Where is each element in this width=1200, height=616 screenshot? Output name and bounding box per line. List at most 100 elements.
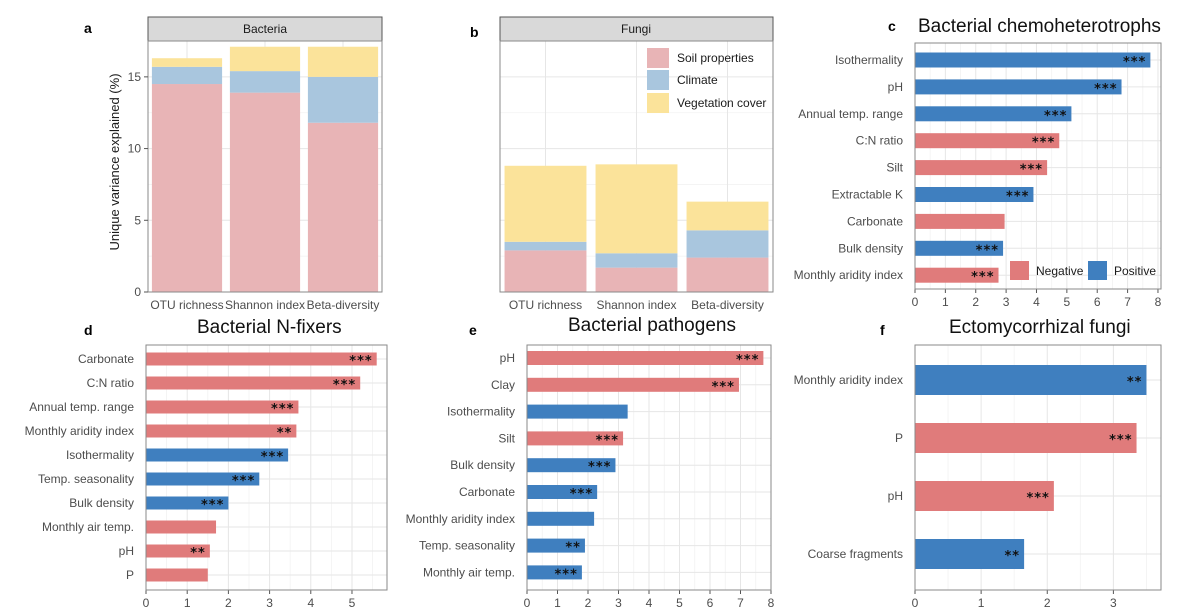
bar-c-n-ratio <box>915 133 1060 149</box>
significance-label-silt: *** <box>1020 163 1043 178</box>
y-tick-label-ph: pH <box>888 489 903 503</box>
legend-label-negative: Negative <box>1036 264 1084 278</box>
bar-c-n-ratio <box>146 376 361 390</box>
y-tick-label-monthly-aridity-index: Monthly aridity index <box>406 512 515 526</box>
panel-letter-e: e <box>469 322 477 338</box>
x-tick-label: 2 <box>972 295 979 309</box>
panel-letter-f: f <box>880 322 885 338</box>
x-tick-label: 1 <box>978 596 985 610</box>
y-tick-label-isothermality: Isothermality <box>835 53 903 67</box>
bar-otu-richness-soil <box>151 84 223 293</box>
significance-label-annual-temp-range: *** <box>271 402 294 417</box>
y-tick-label: 10 <box>128 142 142 156</box>
bar-coarse-fragments <box>915 539 1025 569</box>
bar-silt <box>915 160 1048 176</box>
y-tick-label: 0 <box>134 285 141 299</box>
legend-label-soil: Soil properties <box>677 51 754 65</box>
bar-monthly-aridity-index <box>915 365 1147 395</box>
y-tick-label-bulk-density: Bulk density <box>838 241 903 255</box>
y-tick-label: 5 <box>134 213 141 227</box>
panel-f-ectomycorrhizal: f Ectomycorrhizal fungi 0 1 2 3 Monthly arid… <box>794 317 1162 610</box>
bar-shannon-index-vegetation <box>229 46 301 72</box>
bar-shannon-index-soil <box>229 92 301 293</box>
y-tick-label-bulk-density: Bulk density <box>69 496 134 510</box>
y-tick-label-annual-temp-range: Annual temp. range <box>29 400 134 414</box>
y-tick-label-p: P <box>895 431 903 445</box>
y-tick-label-carbonate: Carbonate <box>78 352 134 366</box>
bar-temp-seasonality <box>527 538 585 553</box>
x-tick-label: OTU richness <box>150 298 223 312</box>
significance-label-monthly-air-temp: *** <box>554 567 577 582</box>
panel-title-f: Ectomycorrhizal fungi <box>949 317 1131 338</box>
plot-border <box>914 42 1162 290</box>
significance-label-monthly-aridity-index: ** <box>277 426 293 441</box>
y-tick-label-carbonate: Carbonate <box>459 485 515 499</box>
plot-border <box>914 344 1162 591</box>
significance-label-ph: *** <box>1094 82 1117 97</box>
bar-temp-seasonality <box>146 472 260 486</box>
significance-label-bulk-density: *** <box>588 460 611 475</box>
bar-shannon-index-climate <box>595 253 678 268</box>
x-tick-label: 3 <box>1003 295 1010 309</box>
bar-ph <box>527 351 764 365</box>
significance-label-temp-seasonality: ** <box>565 541 581 556</box>
bar-beta-diversity-vegetation <box>686 201 769 231</box>
x-tick-label: 8 <box>1155 295 1162 309</box>
legend-label-vegetation: Vegetation cover <box>677 96 766 110</box>
y-tick-label-annual-temp-range: Annual temp. range <box>798 107 903 121</box>
bar-bulk-density <box>915 240 1004 256</box>
x-tick-label: 5 <box>349 596 356 610</box>
significance-label-extractable-k: *** <box>1006 190 1029 205</box>
x-tick-label: 0 <box>912 295 919 309</box>
y-tick-label-clay: Clay <box>491 378 515 392</box>
bar-annual-temp-range <box>915 106 1072 122</box>
x-tick-label: 4 <box>307 596 314 610</box>
y-tick-label: 15 <box>128 70 142 84</box>
x-tick-label: 6 <box>1094 295 1101 309</box>
y-tick-label-isothermality: Isothermality <box>447 405 515 419</box>
bar-beta-diversity-climate <box>686 230 769 258</box>
x-tick-label: 4 <box>1033 295 1040 309</box>
y-tick-label-c-n-ratio: C:N ratio <box>87 376 135 390</box>
panel-letter-a: a <box>84 20 92 36</box>
panel-e-pathogens: e Bacterial pathogens 0 1 2 3 4 5 6 7 8 pH *** Clay… <box>406 315 775 610</box>
significance-label-p: *** <box>1109 433 1132 448</box>
panel-c-chemoheterotrophs: c Bacterial chemoheterotrophs 0 1 2 3 4 5 6 7 8 I… <box>794 16 1162 309</box>
x-tick-label: 2 <box>585 596 592 610</box>
bar-bulk-density <box>527 458 616 473</box>
bar-beta-diversity-soil <box>686 257 769 292</box>
panel-letter-c: c <box>888 18 896 34</box>
significance-label-c-n-ratio: *** <box>333 378 356 393</box>
significance-label-ph: ** <box>190 546 206 561</box>
bar-ph <box>915 481 1054 511</box>
y-tick-label-ph: pH <box>500 351 515 365</box>
bar-monthly-air-temp <box>146 520 217 534</box>
x-tick-label: Beta-diversity <box>691 298 764 312</box>
significance-label-isothermality: *** <box>261 450 284 465</box>
legend-swatch-climate <box>647 70 669 90</box>
significance-label-bulk-density: *** <box>976 243 999 258</box>
bar-carbonate <box>915 213 1005 229</box>
bar-clay <box>527 377 739 392</box>
y-tick-label-bulk-density: Bulk density <box>450 458 515 472</box>
bar-shannon-index-soil <box>595 267 678 292</box>
significance-label-ph: *** <box>736 353 759 368</box>
strip-fungi <box>499 16 774 42</box>
plot-b: OTU richness Shannon index Beta-diversity <box>499 40 774 312</box>
plot-border <box>145 344 388 591</box>
bar-beta-diversity-vegetation <box>307 46 379 77</box>
x-tick-label: 6 <box>707 596 714 610</box>
bar-monthly-aridity-index <box>527 511 595 526</box>
y-tick-label-ph: pH <box>119 544 134 558</box>
x-tick-label: 2 <box>1044 596 1051 610</box>
y-tick-label-c-n-ratio: C:N ratio <box>856 134 904 148</box>
y-tick-label-temp-seasonality: Temp. seasonality <box>38 472 134 486</box>
bar-shannon-index-climate <box>229 71 301 93</box>
panel-title-d: Bacterial N-fixers <box>197 317 342 338</box>
significance-label-c-n-ratio: *** <box>1032 136 1055 151</box>
y-tick-label-monthly-aridity-index: Monthly aridity index <box>25 424 134 438</box>
legend-swatch-vegetation <box>647 93 669 113</box>
bar-p <box>146 568 208 582</box>
plot-border <box>499 40 774 293</box>
